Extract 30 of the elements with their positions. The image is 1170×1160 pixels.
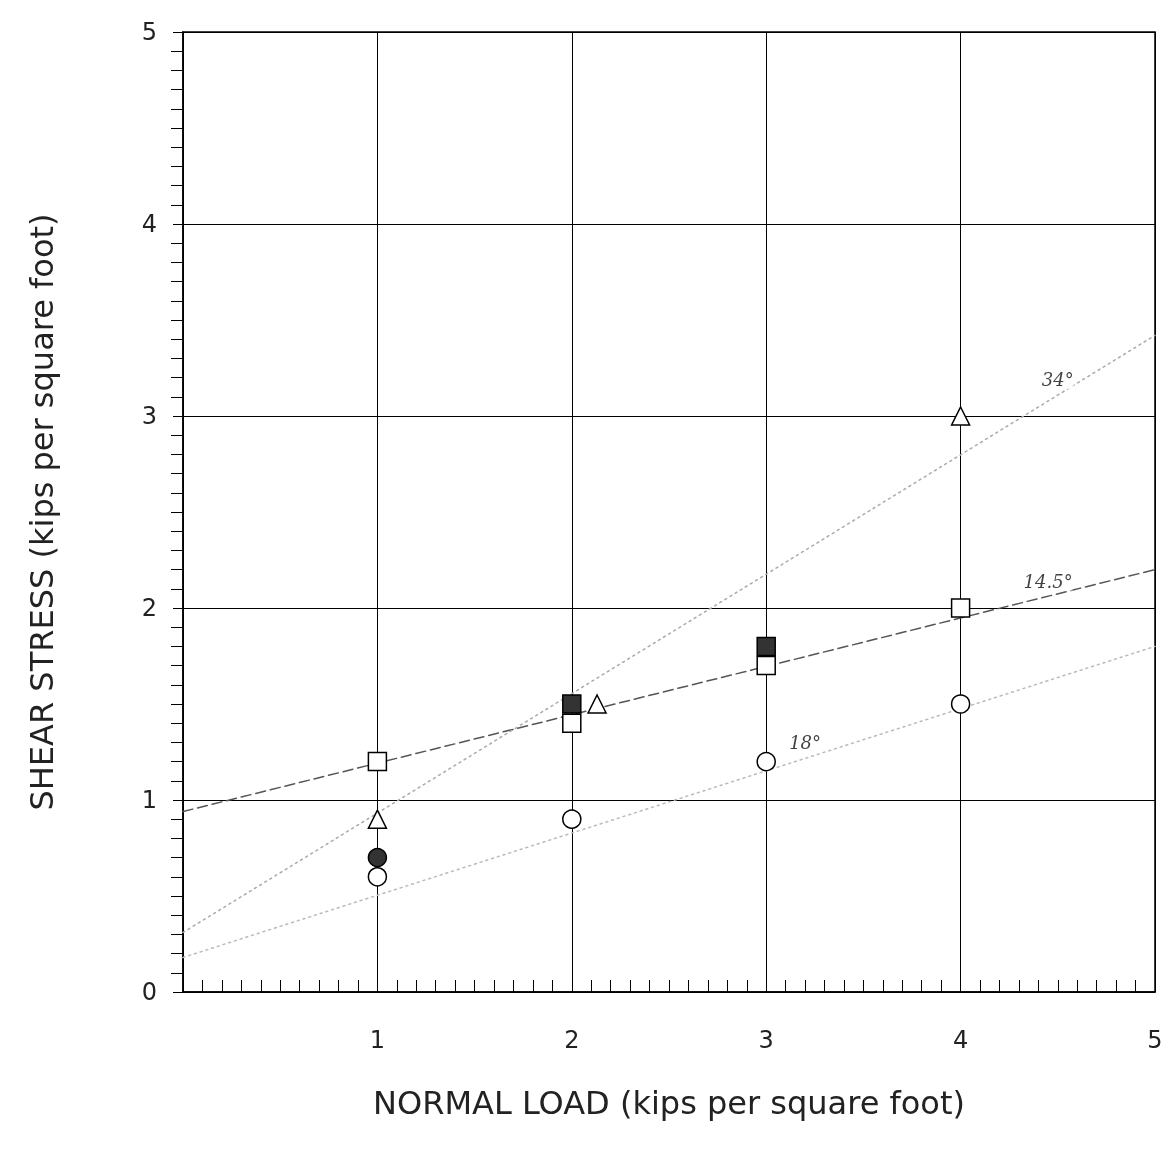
point xyxy=(756,655,776,676)
y-tick-label: 2 xyxy=(141,594,157,622)
annotation: 34° xyxy=(1041,369,1074,391)
x-tick-label: 1 xyxy=(369,1026,386,1054)
x-tick-label: 3 xyxy=(758,1026,774,1054)
point xyxy=(562,809,582,829)
point xyxy=(950,598,971,618)
y-axis-title: SHEAR STRESS (kips per square foot) xyxy=(23,213,61,811)
point xyxy=(367,847,388,868)
y-tick-label: 0 xyxy=(141,978,157,1006)
annotation: 14.5° xyxy=(1023,570,1073,592)
x-tick-label: 4 xyxy=(952,1026,969,1054)
point xyxy=(367,867,388,887)
point xyxy=(367,751,388,772)
x-tick-label: 5 xyxy=(1147,1026,1163,1054)
y-tick-label: 4 xyxy=(141,210,157,238)
point xyxy=(587,694,607,714)
point xyxy=(367,809,388,829)
point xyxy=(756,751,776,772)
x-axis-title: NORMAL LOAD (kips per square foot) xyxy=(373,1084,965,1122)
y-tick-label: 5 xyxy=(141,18,157,46)
y-tick-label: 3 xyxy=(141,402,157,430)
annotation: 18° xyxy=(789,732,822,754)
x-tick-label: 2 xyxy=(564,1026,580,1054)
point xyxy=(562,713,582,733)
point xyxy=(950,406,971,426)
point xyxy=(950,694,971,714)
point xyxy=(562,694,582,714)
y-tick-label: 1 xyxy=(141,786,157,814)
point xyxy=(756,636,776,657)
